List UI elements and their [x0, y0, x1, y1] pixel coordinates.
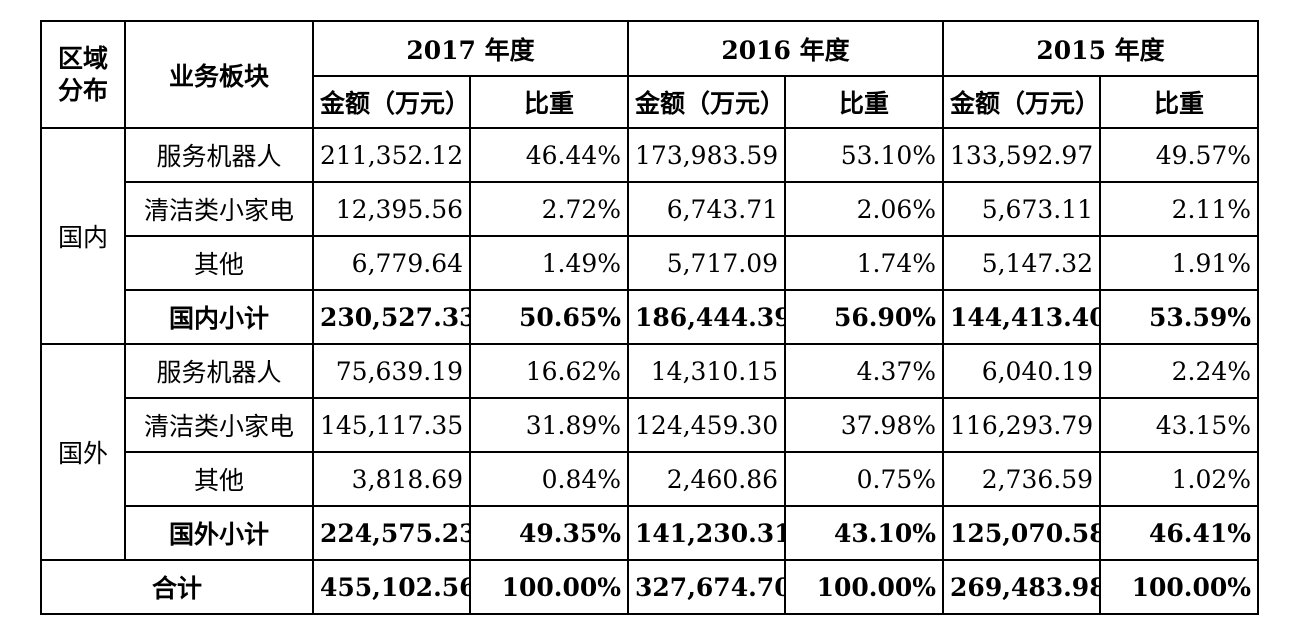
ratio-cell: 4.37%: [784, 343, 945, 399]
ratio-cell: 53.59%: [1099, 289, 1260, 345]
subtotal-label: 国内小计: [124, 289, 314, 345]
amount-cell: 6,779.64: [312, 235, 471, 291]
amount-cell: 145,117.35: [312, 397, 471, 453]
ratio-cell: 31.89%: [468, 397, 630, 453]
ratio-cell: 49.57%: [1099, 127, 1260, 183]
table-row: 其他 3,818.69 0.84% 2,460.86 0.75% 2,736.59 1.02…: [41, 451, 1260, 507]
segment-label: 清洁类小家电: [124, 181, 314, 237]
table-row: 其他 6,779.64 1.49% 5,717.09 1.74% 5,147.32 1.91…: [41, 235, 1260, 291]
amount-cell: 5,673.11: [942, 181, 1102, 237]
amount-cell: 144,413.40: [942, 289, 1102, 345]
table-row: 清洁类小家电 145,117.35 31.89% 124,459.30 37.98% 11…: [41, 397, 1260, 453]
ratio-cell: 37.98%: [784, 397, 945, 453]
header-amount: 金额（万元）: [942, 75, 1102, 129]
table-row: 清洁类小家电 12,395.56 2.72% 6,743.71 2.06% 5,673.1…: [41, 181, 1260, 237]
segment-label: 服务机器人: [124, 127, 314, 183]
region-cell: 国外: [40, 343, 126, 561]
region-cell: 国内: [40, 127, 126, 345]
header-segment: 业务板块: [124, 20, 314, 129]
ratio-cell: 2.72%: [468, 181, 630, 237]
amount-cell: 455,102.56: [312, 559, 471, 615]
header-year-2017: 2017 年度: [311, 20, 630, 77]
ratio-cell: 0.75%: [784, 451, 945, 507]
table-row: 国外 服务机器人 75,639.19 16.62% 14,310.15 4.37% 6,04…: [40, 343, 1260, 561]
ratio-cell: 46.41%: [1099, 505, 1260, 561]
ratio-cell: 46.44%: [468, 127, 630, 183]
amount-cell: 124,459.30: [627, 397, 787, 453]
amount-cell: 5,147.32: [942, 235, 1102, 291]
amount-cell: 133,592.97: [942, 127, 1102, 183]
table-row: 国内 服务机器人 211,352.12 46.44% 173,983.59 53.10% 1…: [40, 127, 1260, 345]
amount-cell: 2,736.59: [942, 451, 1102, 507]
segment-label: 其他: [124, 235, 314, 291]
amount-cell: 116,293.79: [942, 397, 1102, 453]
ratio-cell: 49.35%: [468, 505, 630, 561]
ratio-cell: 2.24%: [1099, 343, 1260, 399]
ratio-cell: 0.84%: [468, 451, 630, 507]
ratio-cell: 2.11%: [1099, 181, 1260, 237]
ratio-cell: 56.90%: [784, 289, 945, 345]
ratio-cell: 43.15%: [1099, 397, 1260, 453]
header-row-years: 区域分布 业务板块 2017 年度 2016 年度 2015 年度: [40, 20, 1260, 129]
header-year-2015: 2015 年度: [942, 20, 1260, 77]
amount-cell: 173,983.59: [627, 127, 787, 183]
subtotal-label: 国外小计: [124, 505, 314, 561]
amount-cell: 2,460.86: [627, 451, 787, 507]
header-amount: 金额（万元）: [312, 75, 471, 129]
header-ratio: 比重: [784, 75, 945, 129]
amount-cell: 14,310.15: [627, 343, 787, 399]
ratio-cell: 1.49%: [468, 235, 630, 291]
ratio-cell: 43.10%: [784, 505, 945, 561]
amount-cell: 125,070.58: [942, 505, 1102, 561]
amount-cell: 3,818.69: [312, 451, 471, 507]
amount-cell: 5,717.09: [627, 235, 787, 291]
amount-cell: 211,352.12: [312, 127, 471, 183]
amount-cell: 186,444.39: [627, 289, 787, 345]
amount-cell: 6,040.19: [942, 343, 1102, 399]
subtotal-row: 国内小计 230,527.33 50.65% 186,444.39 56.90% 144,…: [41, 289, 1260, 345]
header-row-columns: 金额（万元） 比重 金额（万元） 比重 金额（万元） 比重: [41, 75, 1260, 129]
amount-cell: 75,639.19: [312, 343, 471, 399]
ratio-cell: 1.74%: [784, 235, 945, 291]
amount-cell: 141,230.31: [627, 505, 787, 561]
amount-cell: 269,483.98: [942, 559, 1102, 615]
ratio-cell: 100.00%: [468, 559, 630, 615]
ratio-cell: 2.06%: [784, 181, 945, 237]
total-label: 合计: [40, 559, 314, 615]
amount-cell: 12,395.56: [312, 181, 471, 237]
ratio-cell: 16.62%: [468, 343, 630, 399]
ratio-cell: 1.02%: [1099, 451, 1260, 507]
ratio-cell: 100.00%: [1099, 559, 1260, 615]
ratio-cell: 100.00%: [784, 559, 945, 615]
amount-cell: 327,674.70: [627, 559, 787, 615]
segment-label: 其他: [124, 451, 314, 507]
segment-label: 服务机器人: [124, 343, 314, 399]
revenue-by-region-table: 区域分布 业务板块 2017 年度 2016 年度 2015 年度 金额（万元）…: [40, 20, 1260, 615]
amount-cell: 6,743.71: [627, 181, 787, 237]
ratio-cell: 53.10%: [784, 127, 945, 183]
ratio-cell: 50.65%: [468, 289, 630, 345]
amount-cell: 224,575.23: [312, 505, 471, 561]
subtotal-row: 国外小计 224,575.23 49.35% 141,230.31 43.10% 125,…: [41, 505, 1260, 561]
total-row: 合计 455,102.56 100.00% 327,674.70 100.00% 269,…: [40, 559, 1260, 615]
amount-cell: 230,527.33: [312, 289, 471, 345]
header-ratio: 比重: [468, 75, 630, 129]
ratio-cell: 1.91%: [1099, 235, 1260, 291]
header-year-2016: 2016 年度: [627, 20, 945, 77]
header-region: 区域分布: [40, 20, 126, 129]
header-amount: 金额（万元）: [627, 75, 787, 129]
segment-label: 清洁类小家电: [124, 397, 314, 453]
header-ratio: 比重: [1099, 75, 1260, 129]
